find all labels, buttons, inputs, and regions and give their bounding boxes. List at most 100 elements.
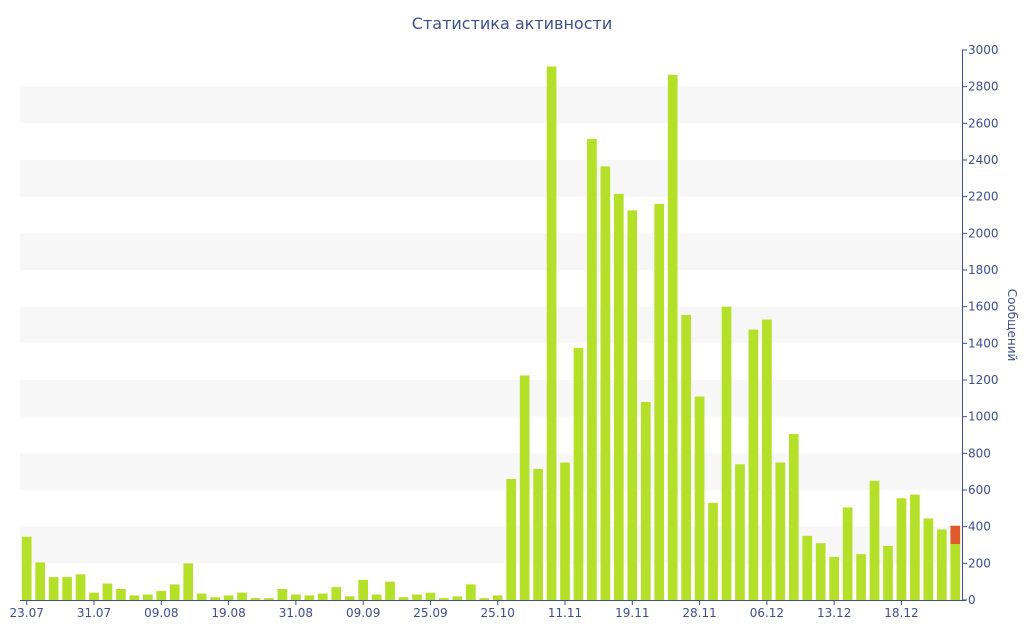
y-tick-label: 2400 (968, 153, 999, 167)
bar (681, 314, 691, 600)
y-ticks: 0 200 400 600 800 1000 1200 1400 1600 1800 2000 220… (962, 43, 999, 607)
y-axis-label: Сообщений (1005, 289, 1019, 362)
bar (936, 529, 947, 600)
bar (183, 563, 194, 600)
x-tick-label: 31.07 (77, 606, 111, 620)
bar (694, 396, 705, 600)
bar (412, 594, 422, 600)
x-tick-label: 19.11 (615, 606, 649, 620)
bar (35, 562, 46, 600)
bar (385, 581, 395, 600)
x-tick-label: 09.09 (346, 606, 380, 620)
bar (721, 306, 732, 600)
bar (143, 594, 153, 600)
bar (708, 502, 718, 600)
bar (102, 583, 113, 600)
bar (883, 545, 893, 600)
grid-bands (20, 86, 962, 564)
x-tick-label: 28.11 (682, 606, 716, 620)
bar (48, 577, 59, 600)
bar (654, 204, 665, 600)
y-tick-label: 1400 (968, 336, 999, 350)
bar (304, 595, 315, 600)
bar (452, 596, 463, 600)
bar (815, 543, 826, 600)
bar (950, 525, 961, 600)
bar (735, 464, 745, 600)
bar (237, 592, 247, 600)
y-tick-label: 0 (968, 593, 976, 607)
bar (331, 587, 342, 600)
bar (762, 319, 772, 600)
bar (910, 494, 920, 600)
bar (788, 434, 799, 600)
grid-band (20, 306, 962, 344)
bar (627, 210, 638, 601)
bar (439, 598, 449, 600)
y-tick-label: 1200 (968, 373, 999, 387)
bar (371, 594, 382, 600)
bar (250, 598, 261, 600)
bar (856, 554, 866, 600)
bar (358, 579, 368, 600)
grid-band (20, 86, 962, 124)
x-tick-label: 19.08 (211, 606, 245, 620)
bar (291, 594, 301, 600)
bar (842, 507, 853, 600)
bar (425, 592, 436, 600)
bar (600, 166, 611, 601)
bars-group (21, 66, 961, 601)
bar (667, 74, 678, 600)
y-tick-label: 1800 (968, 263, 999, 277)
bar (62, 577, 72, 600)
bar (169, 584, 180, 600)
grid-band (20, 233, 962, 270)
y-tick-label: 800 (968, 446, 991, 460)
axes-group (20, 50, 966, 601)
bar (492, 595, 503, 600)
bar (775, 462, 786, 600)
x-tick-label: 25.09 (413, 606, 447, 620)
bar (896, 498, 907, 600)
x-tick-label: 09.08 (144, 606, 178, 620)
bar (75, 574, 86, 600)
grid-band (20, 453, 962, 490)
y-tick-label: 2800 (968, 80, 999, 94)
bar (869, 480, 880, 600)
x-tick-label: 13.12 (817, 606, 851, 620)
bar (116, 589, 126, 600)
bar (129, 595, 140, 600)
bar (479, 598, 490, 600)
grid-band (20, 160, 962, 197)
bar (210, 597, 220, 600)
bar (264, 598, 274, 600)
x-tick-label: 23.07 (10, 606, 44, 620)
bar (614, 193, 624, 601)
bar (465, 584, 476, 600)
chart-title: Статистика активности (411, 14, 613, 33)
y-tick-label: 200 (968, 556, 991, 570)
bar (89, 592, 99, 600)
bar (802, 535, 813, 600)
bar (277, 589, 288, 600)
bar (156, 590, 167, 600)
y-tick-label: 600 (968, 483, 991, 497)
bar (21, 536, 32, 600)
x-tick-label: 11.11 (548, 606, 582, 620)
y-tick-label: 1000 (968, 410, 999, 424)
bar (587, 138, 597, 601)
x-tick-label: 25.10 (481, 606, 515, 620)
y-tick-label: 400 (968, 520, 991, 534)
bar (506, 479, 517, 600)
bar (223, 595, 234, 600)
bar (748, 329, 759, 600)
bar (560, 462, 570, 600)
x-tick-label: 06.12 (750, 606, 784, 620)
bar (519, 375, 530, 600)
y-tick-label: 2600 (968, 116, 999, 130)
bar (640, 402, 651, 600)
bar (398, 597, 409, 600)
x-tick-label: 18.12 (884, 606, 918, 620)
y-tick-label: 1600 (968, 300, 999, 314)
